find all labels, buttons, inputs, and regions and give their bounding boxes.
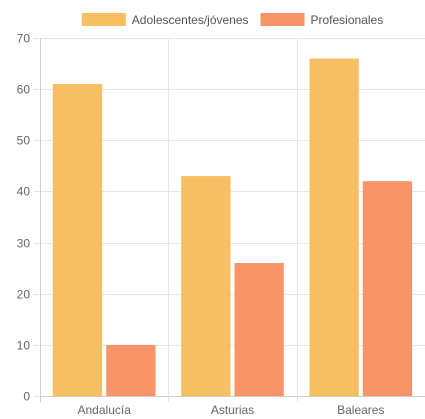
bars — [52, 58, 413, 397]
x-tick-label: Baleares — [337, 403, 384, 417]
bar-profesionales-2[interactable] — [362, 181, 413, 396]
y-tick-label: 20 — [17, 288, 31, 302]
y-tick-label: 60 — [17, 83, 31, 97]
y-axis-ticks: 0 10 20 30 40 50 60 70 — [17, 32, 31, 404]
bar-adolescentes-1[interactable] — [181, 176, 231, 396]
y-tick-label: 10 — [17, 339, 31, 353]
legend-label: Adolescentes/jóvenes — [132, 13, 249, 27]
y-tick-label: 50 — [17, 134, 31, 148]
legend-swatch-adolescentes[interactable] — [81, 13, 126, 26]
grid-lines — [34, 38, 425, 402]
legend: Adolescentes/jóvenes Profesionales — [81, 13, 384, 27]
legend-swatch-profesionales[interactable] — [260, 13, 305, 26]
x-tick-label: Asturias — [211, 403, 254, 417]
bar-profesionales-0[interactable] — [106, 344, 156, 396]
bar-adolescentes-2[interactable] — [309, 58, 359, 397]
y-tick-label: 0 — [23, 390, 30, 404]
legend-label: Profesionales — [311, 13, 384, 27]
y-tick-label: 30 — [17, 237, 31, 251]
x-axis-ticks: Andalucía Asturias Baleares — [78, 403, 385, 417]
bar-profesionales-1[interactable] — [234, 263, 284, 396]
x-tick-label: Andalucía — [78, 403, 132, 417]
y-tick-label: 40 — [17, 185, 31, 199]
bar-adolescentes-0[interactable] — [52, 84, 103, 396]
y-tick-label: 70 — [17, 32, 31, 46]
